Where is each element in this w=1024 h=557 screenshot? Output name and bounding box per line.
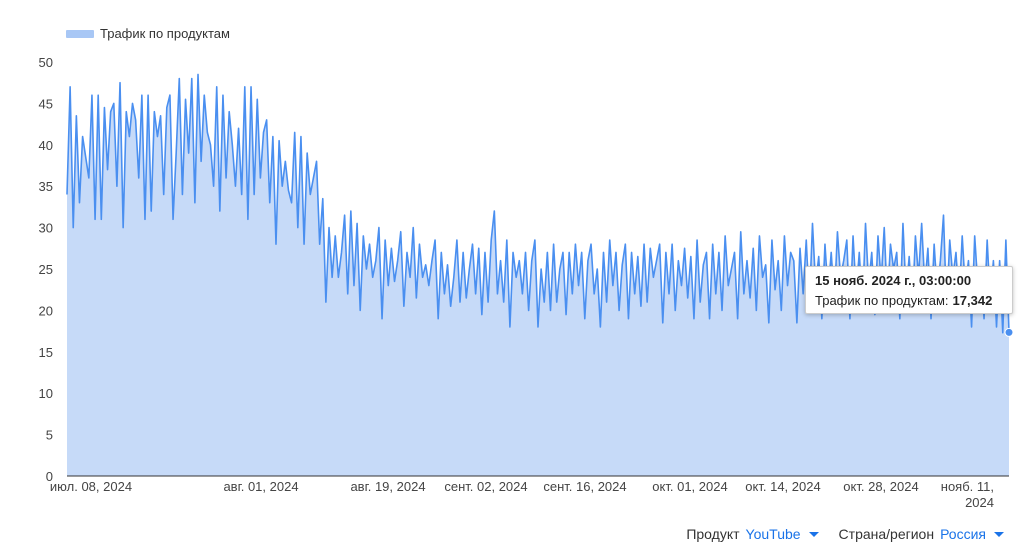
x-tick-label: авг. 01, 2024 (223, 479, 298, 494)
legend-swatch (66, 30, 94, 38)
y-tick-label: 15 (39, 345, 53, 360)
product-filter-label: Продукт (686, 526, 740, 542)
region-filter[interactable]: Страна/регион Россия (839, 526, 1004, 542)
tooltip-series-label: Трафик по продуктам: (815, 293, 949, 308)
product-filter-value[interactable]: YouTube (745, 526, 801, 542)
series-area (67, 74, 1009, 477)
region-filter-label: Страна/регион (838, 526, 935, 542)
y-tick-label: 20 (39, 303, 53, 318)
tooltip-row: Трафик по продуктам: 17,342 (815, 293, 1003, 308)
y-tick-label: 35 (39, 179, 53, 194)
tooltip-title: 15 нояб. 2024 г., 03:00:00 (815, 273, 972, 288)
x-tick-label: авг. 19, 2024 (350, 479, 425, 494)
caret-down-icon[interactable] (808, 531, 819, 537)
legend: Трафик по продуктам (66, 26, 230, 41)
y-tick-label: 40 (39, 138, 53, 153)
series-line (66, 73, 1010, 334)
y-tick-label: 5 (46, 428, 53, 443)
x-tick-label: окт. 01, 2024 (652, 479, 727, 494)
x-tick-label: сент. 16, 2024 (543, 479, 626, 494)
product-filter[interactable]: Продукт YouTube (686, 526, 819, 542)
plot-area (66, 73, 1014, 477)
tooltip-value: 17,342 (952, 293, 993, 308)
caret-down-icon[interactable] (994, 531, 1004, 537)
y-tick-label: 50 (39, 55, 53, 70)
x-tick-label: окт. 28, 2024 (843, 479, 918, 494)
region-filter-value[interactable]: Россия (940, 526, 986, 542)
x-tick-label: окт. 14, 2024 (745, 479, 820, 494)
y-tick-label: 30 (39, 221, 53, 236)
x-tick-label: нояб. 11, 2024 (941, 479, 994, 510)
y-tick-label: 45 (39, 96, 53, 111)
y-tick-label: 10 (39, 386, 53, 401)
legend-label: Трафик по продуктам (100, 26, 230, 41)
y-tick-label: 0 (46, 469, 53, 484)
y-tick-label: 25 (39, 262, 53, 277)
hover-point[interactable] (1004, 327, 1014, 337)
y-axis: 0 5 10 15 20 25 30 35 40 45 50 (39, 55, 53, 484)
x-axis: июл. 08, 2024 авг. 01, 2024 авг. 19, 2024 с… (50, 479, 994, 510)
x-tick-label: июл. 08, 2024 (50, 479, 132, 494)
x-tick-label: сент. 02, 2024 (444, 479, 527, 494)
tooltip: 15 нояб. 2024 г., 03:00:00 Трафик по про… (805, 266, 1013, 314)
filters-bar: Продукт YouTube Страна/регион Россия (666, 524, 1004, 544)
